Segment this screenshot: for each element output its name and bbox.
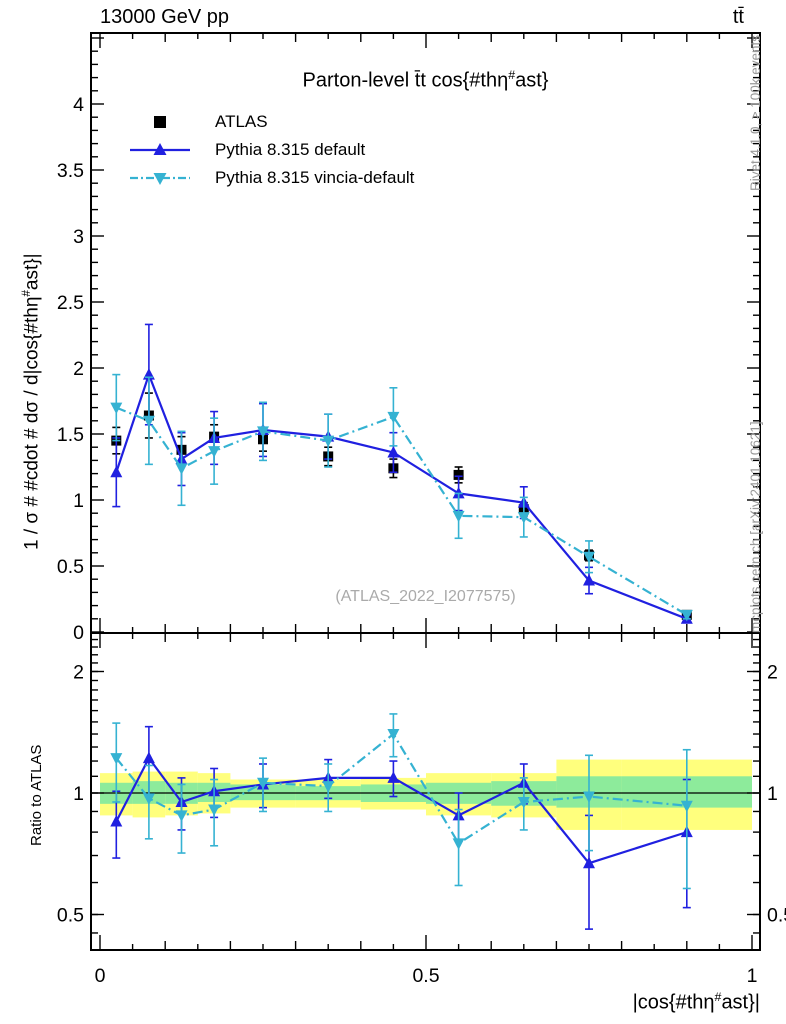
legend-label: ATLAS [215, 112, 268, 131]
svg-text:1: 1 [767, 783, 778, 805]
y-axis-title-ratio: Ratio to ATLAS [28, 744, 45, 846]
svg-text:1: 1 [73, 490, 84, 512]
analysis-watermark: (ATLAS_2022_I2077575) [335, 588, 516, 605]
axis-tick-labels: 0 0.5 1 1.5 2 2.5 3 3.5 4 0.5 0.5 1 1 2 2 0 0.5 1 [57, 94, 786, 987]
svg-text:2: 2 [73, 662, 84, 684]
svg-text:0.5: 0.5 [57, 905, 84, 927]
plot-title-suffix: ast} [515, 69, 549, 92]
ratio-series-pythia-vincia [110, 713, 693, 890]
x-axis-title-sup: # [714, 990, 722, 1004]
svg-text:0: 0 [95, 965, 106, 987]
y-axis-title-text: 1 / σ # #cdot # dσ / d|cos{#thη [21, 296, 43, 550]
svg-text:1: 1 [73, 783, 84, 805]
series-pythia-vincia [110, 373, 693, 622]
svg-text:0: 0 [73, 622, 84, 644]
legend-label: Pythia 8.315 vincia-default [215, 168, 415, 187]
atlas-marker-icon [154, 116, 166, 128]
y-axis-title-sup: # [20, 290, 33, 297]
pythia-default-marker-icon [130, 143, 190, 155]
svg-text:0.5: 0.5 [767, 905, 786, 927]
x-axis-title-suffix: ast}| [721, 991, 760, 1014]
svg-text:1: 1 [747, 965, 758, 987]
axis-ticks [91, 33, 760, 950]
plot-title: Parton-level t̄t cos{#thη#ast} [91, 68, 760, 93]
svg-text:2.5: 2.5 [57, 292, 84, 314]
legend-item-pythia-default: Pythia 8.315 default [125, 136, 414, 164]
legend-item-pythia-vincia: Pythia 8.315 vincia-default [125, 164, 414, 192]
legend-label: Pythia 8.315 default [215, 140, 366, 159]
ratio-uncertainty-bands [100, 759, 752, 830]
svg-text:0.5: 0.5 [412, 965, 439, 987]
series-pythia-default [110, 323, 693, 624]
svg-text:1.5: 1.5 [57, 424, 84, 446]
x-axis-title: |cos{#thη#ast}| [633, 990, 760, 1015]
svg-text:2: 2 [767, 662, 778, 684]
legend-item-atlas: ATLAS [125, 108, 414, 136]
plot-title-sup: # [508, 68, 516, 82]
rivet-version-label: Rivet 4.1.0, ≥ 100k events [748, 35, 763, 191]
process-label: tt̄ [732, 6, 744, 28]
svg-text:3: 3 [73, 226, 84, 248]
svg-text:3.5: 3.5 [57, 160, 84, 182]
svg-text:0.5: 0.5 [57, 556, 84, 578]
mcplots-credit-label: mcplots.cern.ch [arXiv:2401.10621] [748, 421, 763, 633]
legend: ATLAS Pythia 8.315 default Pythia 8.315 … [125, 108, 414, 192]
y-axis-title-suffix: ast}| [21, 253, 43, 291]
pythia-vincia-marker-icon [130, 173, 190, 185]
y-axis-title-main: 1 / σ # #cdot # dσ / d|cos{#thη#ast}| [20, 253, 43, 550]
plot-title-text: Parton-level t̄t cos{#thη [302, 69, 509, 92]
beam-energy-label: 13000 GeV pp [100, 6, 229, 28]
svg-text:4: 4 [73, 94, 84, 116]
svg-text:2: 2 [73, 358, 84, 380]
x-axis-title-text: |cos{#thη [632, 991, 715, 1014]
